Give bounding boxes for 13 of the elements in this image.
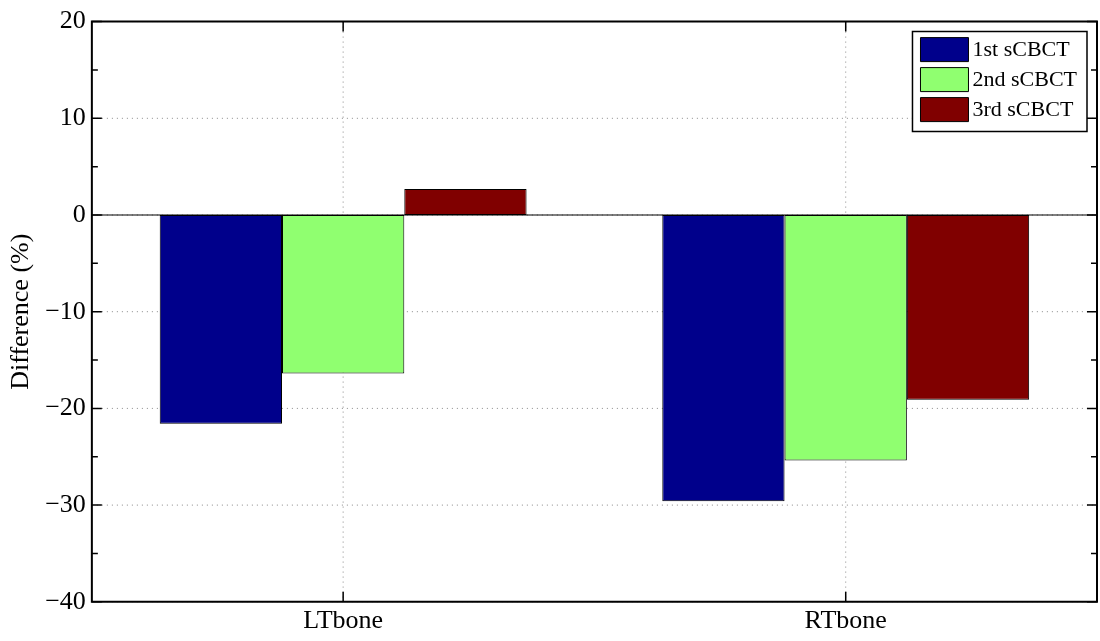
y-tick-label: 10 (59, 102, 86, 132)
y-tick-label: 20 (59, 5, 86, 35)
legend-label: 1st sCBCT (972, 36, 1071, 62)
legend-label: 3rd sCBCT (972, 96, 1074, 122)
legend-label: 2nd sCBCT (972, 66, 1078, 92)
y-tick-label: 0 (72, 198, 86, 228)
x-tick-label: LTbone (303, 605, 384, 635)
y-tick-label: −40 (45, 585, 86, 615)
y-axis-title: Difference (%) (5, 233, 35, 390)
y-tick-label: −30 (45, 488, 86, 518)
y-tick-label: −20 (45, 392, 86, 422)
y-tick-label: −10 (45, 295, 86, 325)
x-tick-label: RTbone (804, 605, 887, 635)
